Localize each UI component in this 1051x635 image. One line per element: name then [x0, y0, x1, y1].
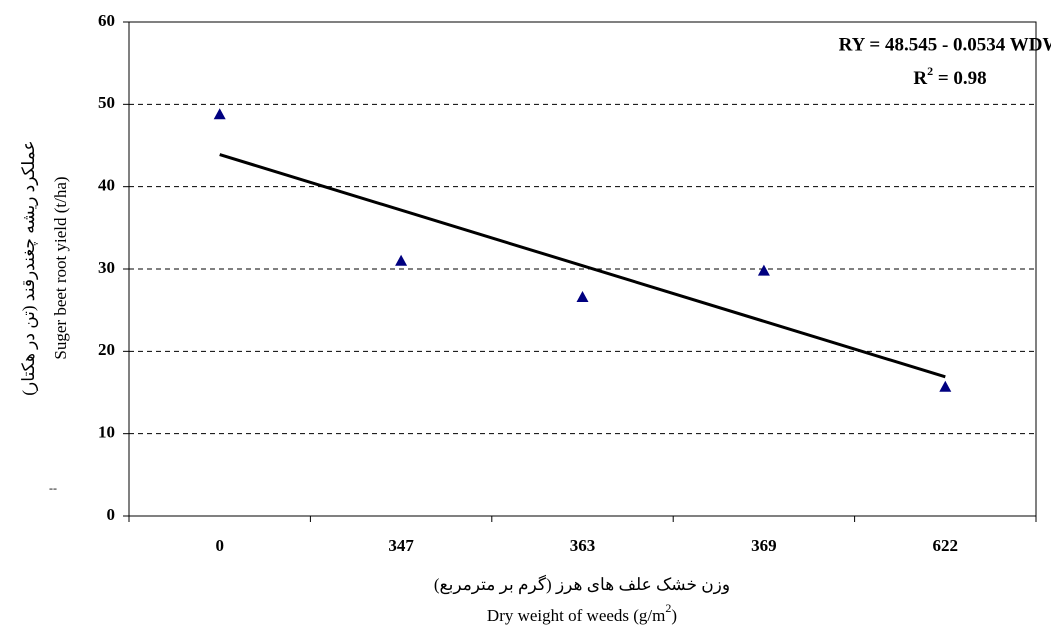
trend-line	[219, 153, 946, 379]
y-tick-label: 30	[98, 258, 115, 277]
x-tick-label: 363	[570, 536, 596, 555]
x-axis-label: Dry weight of weeds (g/m2)	[487, 601, 677, 625]
point	[395, 254, 408, 266]
y-axis-label: Suger beet root yield (t/ha)	[51, 176, 70, 359]
y-tick-label: 10	[98, 423, 115, 442]
x-label-rest: )	[671, 606, 677, 625]
y-tick-label: 50	[98, 93, 115, 112]
equation: RY = 48.545 - 0.0534 WDW	[839, 34, 1051, 55]
point	[213, 108, 226, 120]
point	[576, 290, 589, 302]
r-squared: R2 = 0.98	[913, 64, 986, 90]
y-tick-label: 40	[98, 176, 115, 195]
point	[939, 380, 952, 392]
x-tick-label: 369	[751, 536, 777, 555]
x-label-base: Dry weight of weeds (g/m	[487, 606, 665, 625]
r-rest: = 0.98	[933, 68, 987, 89]
x-tick-label: 0	[215, 536, 224, 555]
y-axis-label-fa: عملکرد ریشه چغندرقند (تن در هکتار)	[19, 140, 39, 395]
x-label-sup: 2	[665, 601, 671, 615]
x-tick-label: 347	[388, 536, 414, 555]
x-axis-label-fa: وزن خشک علف های هرز (گرم بر مترمربع)	[434, 574, 730, 595]
r-base: R	[913, 68, 927, 89]
x-tick-label: 622	[933, 536, 959, 555]
y-tick-label: 20	[98, 340, 115, 359]
y-tick-label: 60	[98, 11, 115, 30]
point	[757, 264, 770, 276]
y-tick-label: 0	[107, 505, 116, 524]
r-sup: 2	[927, 64, 933, 78]
plot-frame	[128, 21, 1037, 517]
side-mark: --	[49, 481, 57, 495]
